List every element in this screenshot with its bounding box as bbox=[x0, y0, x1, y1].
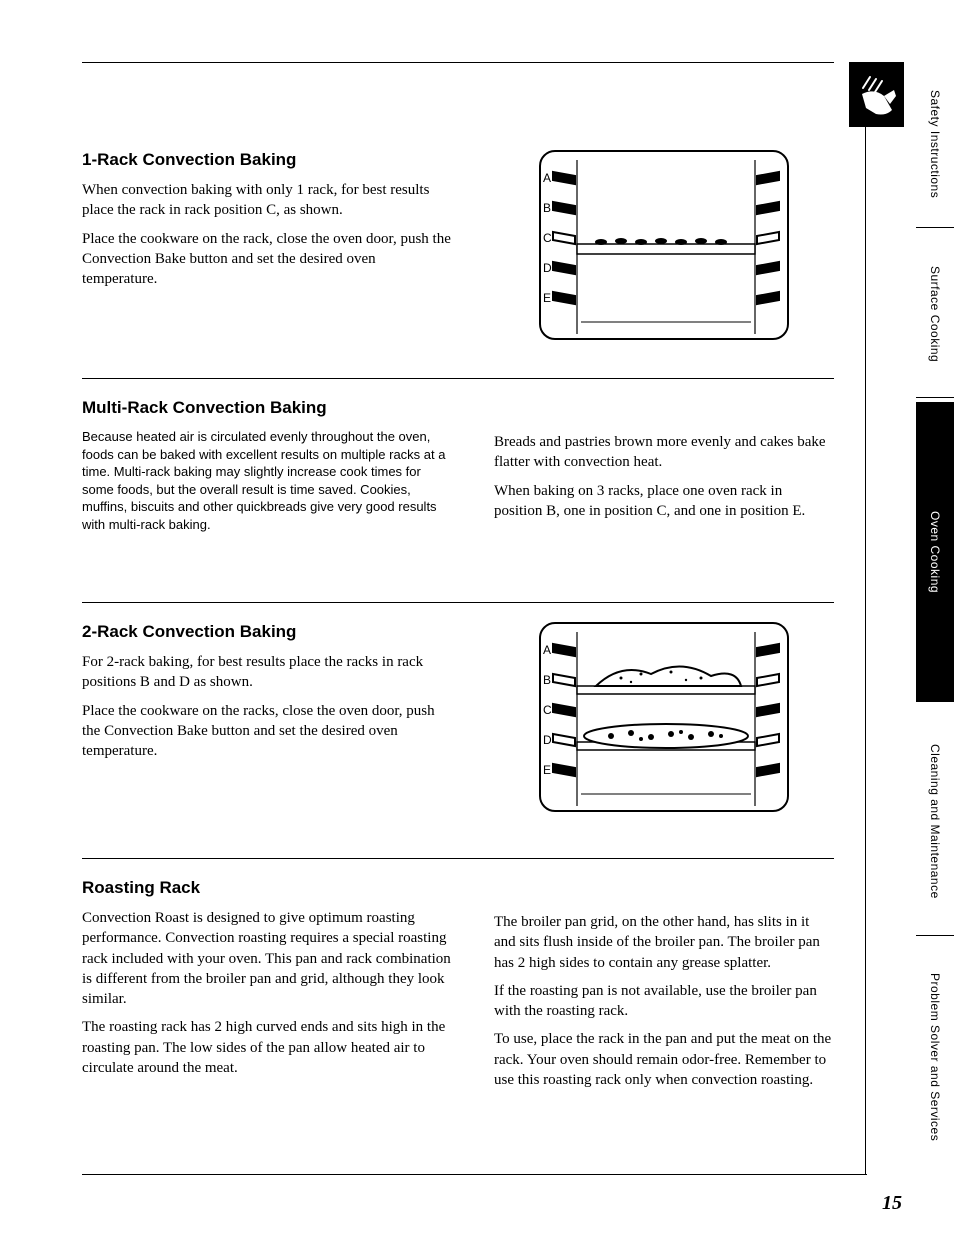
paragraph: To use, place the rack in the pan and pu… bbox=[494, 1029, 834, 1090]
section-title: 1-Rack Convection Baking bbox=[82, 150, 452, 170]
bottom-horizontal-rule bbox=[82, 1174, 867, 1175]
svg-text:E: E bbox=[543, 291, 551, 305]
tab-divider bbox=[916, 935, 954, 936]
section-roasting-rack: Roasting Rack Convection Roast is design… bbox=[82, 878, 834, 1098]
paragraph: For 2-rack baking, for best results plac… bbox=[82, 652, 452, 693]
svg-text:C: C bbox=[543, 703, 552, 717]
tab-divider bbox=[916, 397, 954, 398]
paragraph: When baking on 3 racks, place one oven r… bbox=[494, 481, 834, 522]
oven-1rack-illustration: A B C D E bbox=[539, 150, 789, 340]
svg-text:B: B bbox=[543, 673, 551, 687]
paragraph: Place the cookware on the racks, close t… bbox=[82, 701, 452, 762]
section-illustration-column: A B C D E bbox=[494, 150, 834, 340]
section-text-column-right: Breads and pastries brown more evenly an… bbox=[494, 398, 834, 529]
svg-text:A: A bbox=[543, 171, 551, 185]
tab-label: Cleaning and Maintenance bbox=[928, 744, 942, 899]
manual-page: Safety Instructions Surface Cooking Oven… bbox=[0, 0, 954, 1235]
tab-cleaning[interactable]: Cleaning and Maintenance bbox=[916, 707, 954, 935]
section-icon bbox=[849, 62, 904, 127]
section-divider bbox=[82, 858, 834, 859]
section-divider bbox=[82, 602, 834, 603]
svg-text:E: E bbox=[543, 763, 551, 777]
paragraph: Because heated air is circulated evenly … bbox=[82, 428, 452, 533]
section-text-column: 1-Rack Convection Baking When convection… bbox=[82, 150, 452, 297]
page-number: 15 bbox=[882, 1192, 902, 1215]
tab-label: Oven Cooking bbox=[928, 511, 942, 593]
tab-safety[interactable]: Safety Instructions bbox=[916, 62, 954, 227]
paragraph: The broiler pan grid, on the other hand,… bbox=[494, 912, 834, 973]
tab-oven-cooking[interactable]: Oven Cooking bbox=[916, 402, 954, 702]
top-horizontal-rule bbox=[82, 62, 834, 63]
tab-surface-cooking[interactable]: Surface Cooking bbox=[916, 232, 954, 397]
section-title: Multi-Rack Convection Baking bbox=[82, 398, 452, 418]
hand-fan-icon bbox=[856, 70, 898, 120]
paragraph: Convection Roast is designed to give opt… bbox=[82, 908, 452, 1009]
tab-label: Safety Instructions bbox=[928, 90, 942, 198]
section-2rack: 2-Rack Convection Baking For 2-rack baki… bbox=[82, 622, 834, 812]
tab-divider bbox=[916, 227, 954, 228]
tab-label: Problem Solver and Services bbox=[928, 973, 942, 1141]
paragraph: When convection baking with only 1 rack,… bbox=[82, 180, 452, 221]
svg-text:B: B bbox=[543, 201, 551, 215]
svg-text:C: C bbox=[543, 231, 552, 245]
paragraph: Place the cookware on the rack, close th… bbox=[82, 229, 452, 290]
section-title: Roasting Rack bbox=[82, 878, 452, 898]
tab-label: Surface Cooking bbox=[928, 266, 942, 362]
section-text-column: Multi-Rack Convection Baking Because hea… bbox=[82, 398, 452, 541]
right-vertical-rule bbox=[865, 62, 866, 1174]
tab-problem-solver[interactable]: Problem Solver and Services bbox=[916, 940, 954, 1175]
oven-2rack-illustration: A B C D E bbox=[539, 622, 789, 812]
section-text-column: Roasting Rack Convection Roast is design… bbox=[82, 878, 452, 1086]
svg-text:D: D bbox=[543, 733, 552, 747]
section-illustration-column: A B C D E bbox=[494, 622, 834, 812]
paragraph: Breads and pastries brown more evenly an… bbox=[494, 432, 834, 473]
paragraph: The roasting rack has 2 high curved ends… bbox=[82, 1017, 452, 1078]
section-text-column-right: The broiler pan grid, on the other hand,… bbox=[494, 878, 834, 1098]
section-multirack: Multi-Rack Convection Baking Because hea… bbox=[82, 398, 834, 541]
section-text-column: 2-Rack Convection Baking For 2-rack baki… bbox=[82, 622, 452, 769]
section-divider bbox=[82, 378, 834, 379]
svg-text:D: D bbox=[543, 261, 552, 275]
svg-text:A: A bbox=[543, 643, 551, 657]
section-1rack: 1-Rack Convection Baking When convection… bbox=[82, 150, 834, 340]
section-title: 2-Rack Convection Baking bbox=[82, 622, 452, 642]
paragraph: If the roasting pan is not available, us… bbox=[494, 981, 834, 1022]
